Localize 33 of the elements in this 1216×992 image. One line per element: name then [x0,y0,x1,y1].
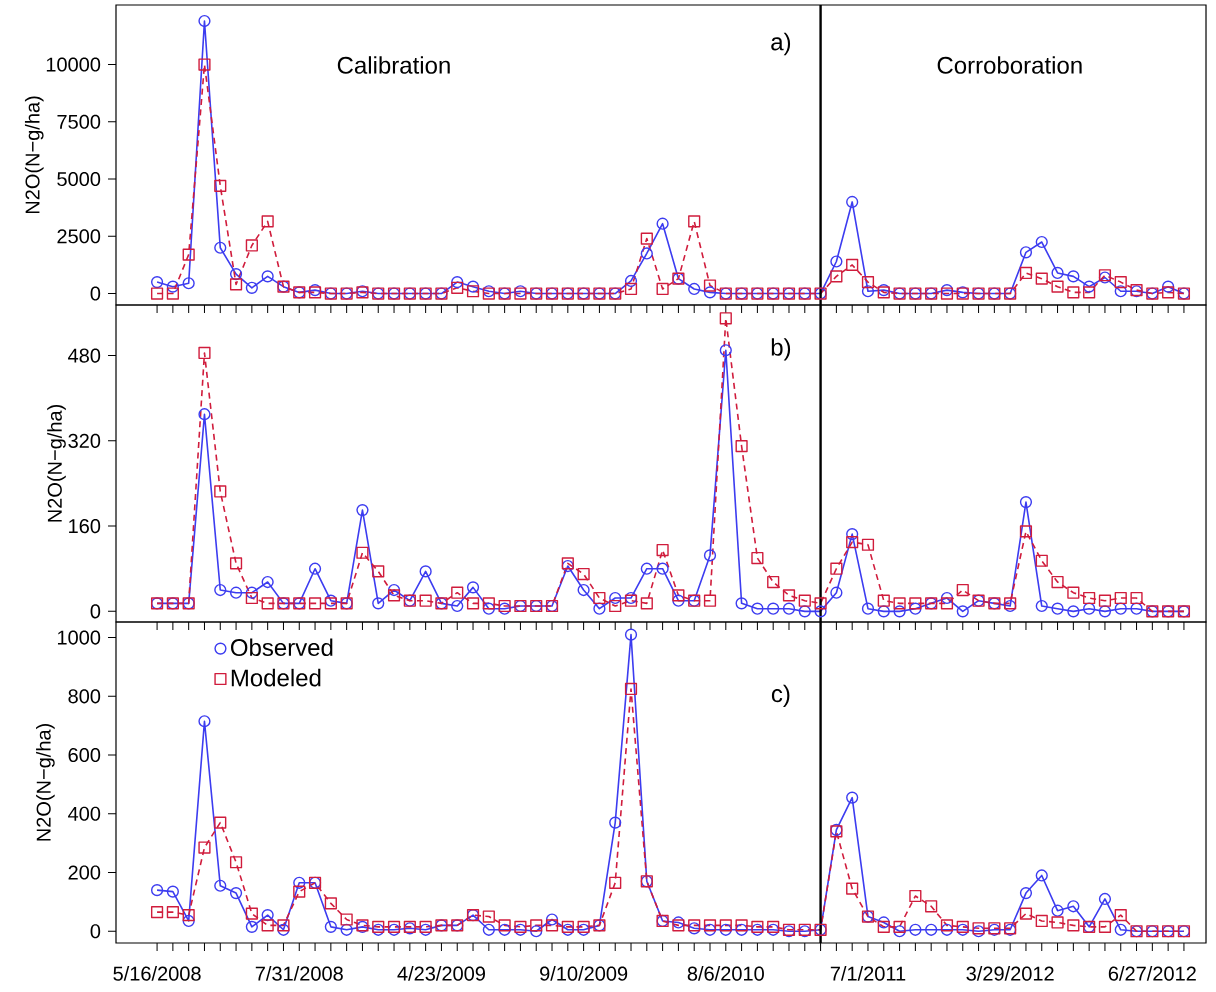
y-tick-label: 320 [68,433,101,448]
legend-label: Modeled [231,668,321,687]
y-tick-label: 400 [68,806,101,821]
y-tick-label: 1000 [57,630,101,645]
y-tick-label: 7500 [57,114,101,129]
y-tick-label: 600 [68,747,101,763]
annotation: c) [771,684,790,707]
y-tick-label: 5000 [57,171,101,187]
y-tick-label: 480 [68,348,101,363]
annotation: a) [771,32,791,56]
x-tick-label: 5/16/2008 [113,966,201,981]
x-tick-label: 8/6/2010 [687,966,764,981]
x-tick-label: 7/31/2008 [255,966,343,981]
y-tick-label: 10000 [46,57,101,72]
annotation: b) [771,338,791,361]
annotation: Calibration [337,56,450,74]
y-tick-label: 2500 [57,229,101,244]
y-axis-title: N2O(N−g/ha) [47,405,66,522]
y-axis-title: N2O(N−g/ha) [36,724,55,841]
y-axis-title: N2O(N−g/ha) [24,96,44,214]
x-tick-label: 9/10/2009 [540,966,628,981]
y-tick-label: 160 [69,519,101,534]
x-tick-label: 7/1/2011 [830,966,906,981]
x-tick-label: 3/29/2012 [966,966,1054,981]
y-tick-label: 200 [68,865,101,880]
y-tick-label: 0 [90,604,101,619]
y-tick-label: 0 [90,286,101,301]
x-tick-label: 4/23/2009 [397,966,485,981]
y-tick-label: 800 [68,689,101,704]
x-tick-label: 6/27/2012 [1108,966,1196,981]
legend-label: Observed [230,638,333,657]
y-tick-label: 0 [90,924,101,939]
annotation: Corroboration [937,56,1082,74]
